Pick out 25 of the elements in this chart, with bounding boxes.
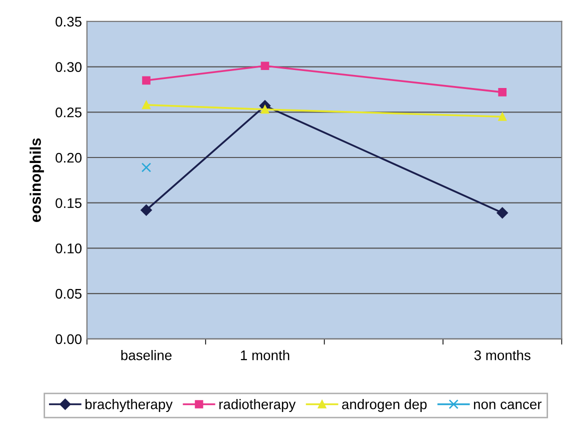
point [498, 88, 507, 96]
point [141, 162, 152, 172]
point [498, 112, 507, 121]
y-tick-label: 0.00 [56, 334, 82, 344]
point [260, 62, 270, 70]
x-tick-label: 1 month [240, 350, 290, 360]
x-tick-label: baseline [121, 350, 172, 360]
y-tick-label: 0.15 [56, 198, 82, 208]
y-tick-label: 0.35 [56, 16, 82, 27]
y-tick-label: 0.10 [56, 244, 82, 254]
legend-label: brachytherapy [86, 399, 173, 412]
point [140, 204, 152, 216]
legend-label: radiotherapy [219, 399, 296, 412]
y-tick-label: 0.25 [56, 107, 82, 118]
point [496, 207, 508, 218]
legend-label: androgen dep [342, 399, 427, 412]
point [142, 76, 150, 85]
legend-label: non cancer [474, 402, 542, 410]
y-tick-label: 0.20 [56, 152, 82, 163]
y-tick-label: 0.05 [56, 288, 82, 299]
point [260, 105, 270, 114]
y-tick-label: 0.30 [56, 62, 82, 72]
point [142, 100, 150, 110]
y-axis-title: eosinophils [30, 138, 44, 222]
x-tick-label: 3 months [474, 350, 530, 360]
